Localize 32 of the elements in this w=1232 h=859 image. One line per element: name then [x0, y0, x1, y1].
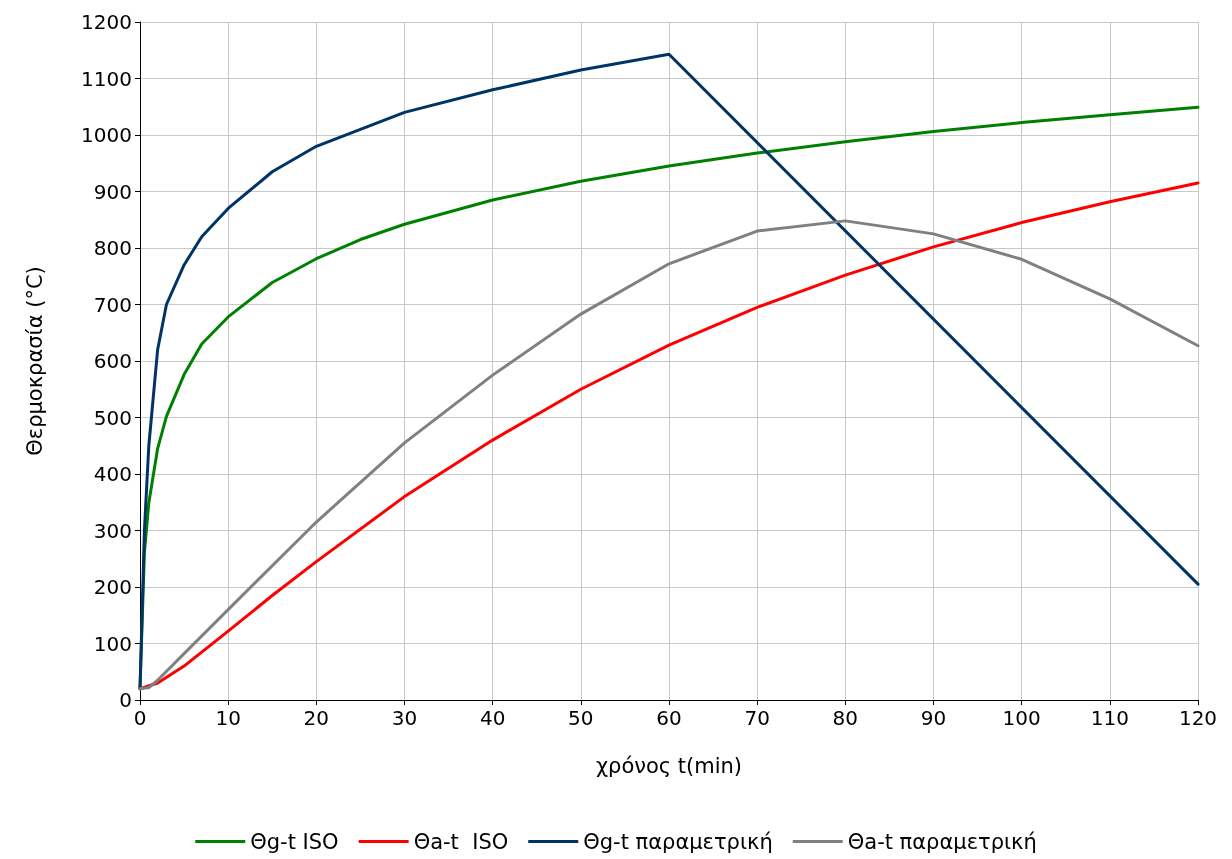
- x-tick-label: 80: [832, 706, 859, 730]
- y-tick-label: 1200: [81, 10, 132, 34]
- x-tick-label: 110: [1090, 706, 1129, 730]
- y-tick-label: 500: [93, 405, 132, 430]
- y-tick-label: 300: [93, 518, 132, 543]
- y-axis-title: Θερμοκρασία (°C): [22, 266, 47, 456]
- y-tick-label: 700: [93, 292, 132, 317]
- x-tick-label: 70: [744, 706, 770, 730]
- y-tick-label: 800: [93, 236, 132, 260]
- x-tick-label: 10: [215, 706, 241, 730]
- y-tick-label: 400: [93, 462, 132, 486]
- y-tick-label: 900: [93, 179, 132, 204]
- x-tick-label: 120: [1178, 706, 1218, 730]
- x-tick-label: 20: [303, 706, 330, 730]
- x-tick-label: 50: [568, 706, 594, 730]
- legend-label: Θa-t ISO: [413, 829, 509, 854]
- x-tick-label: 30: [391, 706, 418, 730]
- x-tick-label: 0: [133, 706, 147, 730]
- y-tick-label: 0: [119, 688, 132, 712]
- x-tick-label: 40: [479, 706, 506, 730]
- y-tick-label: 100: [93, 631, 132, 656]
- x-tick-label: 60: [656, 706, 682, 730]
- legend-label: Θa-t παραμετρική: [847, 829, 1037, 854]
- x-axis-title: χρόνος t(min): [595, 753, 743, 778]
- y-tick-label: 1000: [81, 123, 132, 147]
- y-tick-label: 600: [93, 349, 132, 373]
- y-tick-label: 200: [93, 575, 132, 599]
- y-tick-label: 1100: [81, 66, 132, 91]
- x-tick-label: 90: [920, 706, 947, 730]
- legend-label: Θg-t ISO: [250, 829, 339, 854]
- x-tick-label: 100: [1002, 706, 1041, 730]
- legend-label: Θg-t παραμετρική: [583, 829, 773, 854]
